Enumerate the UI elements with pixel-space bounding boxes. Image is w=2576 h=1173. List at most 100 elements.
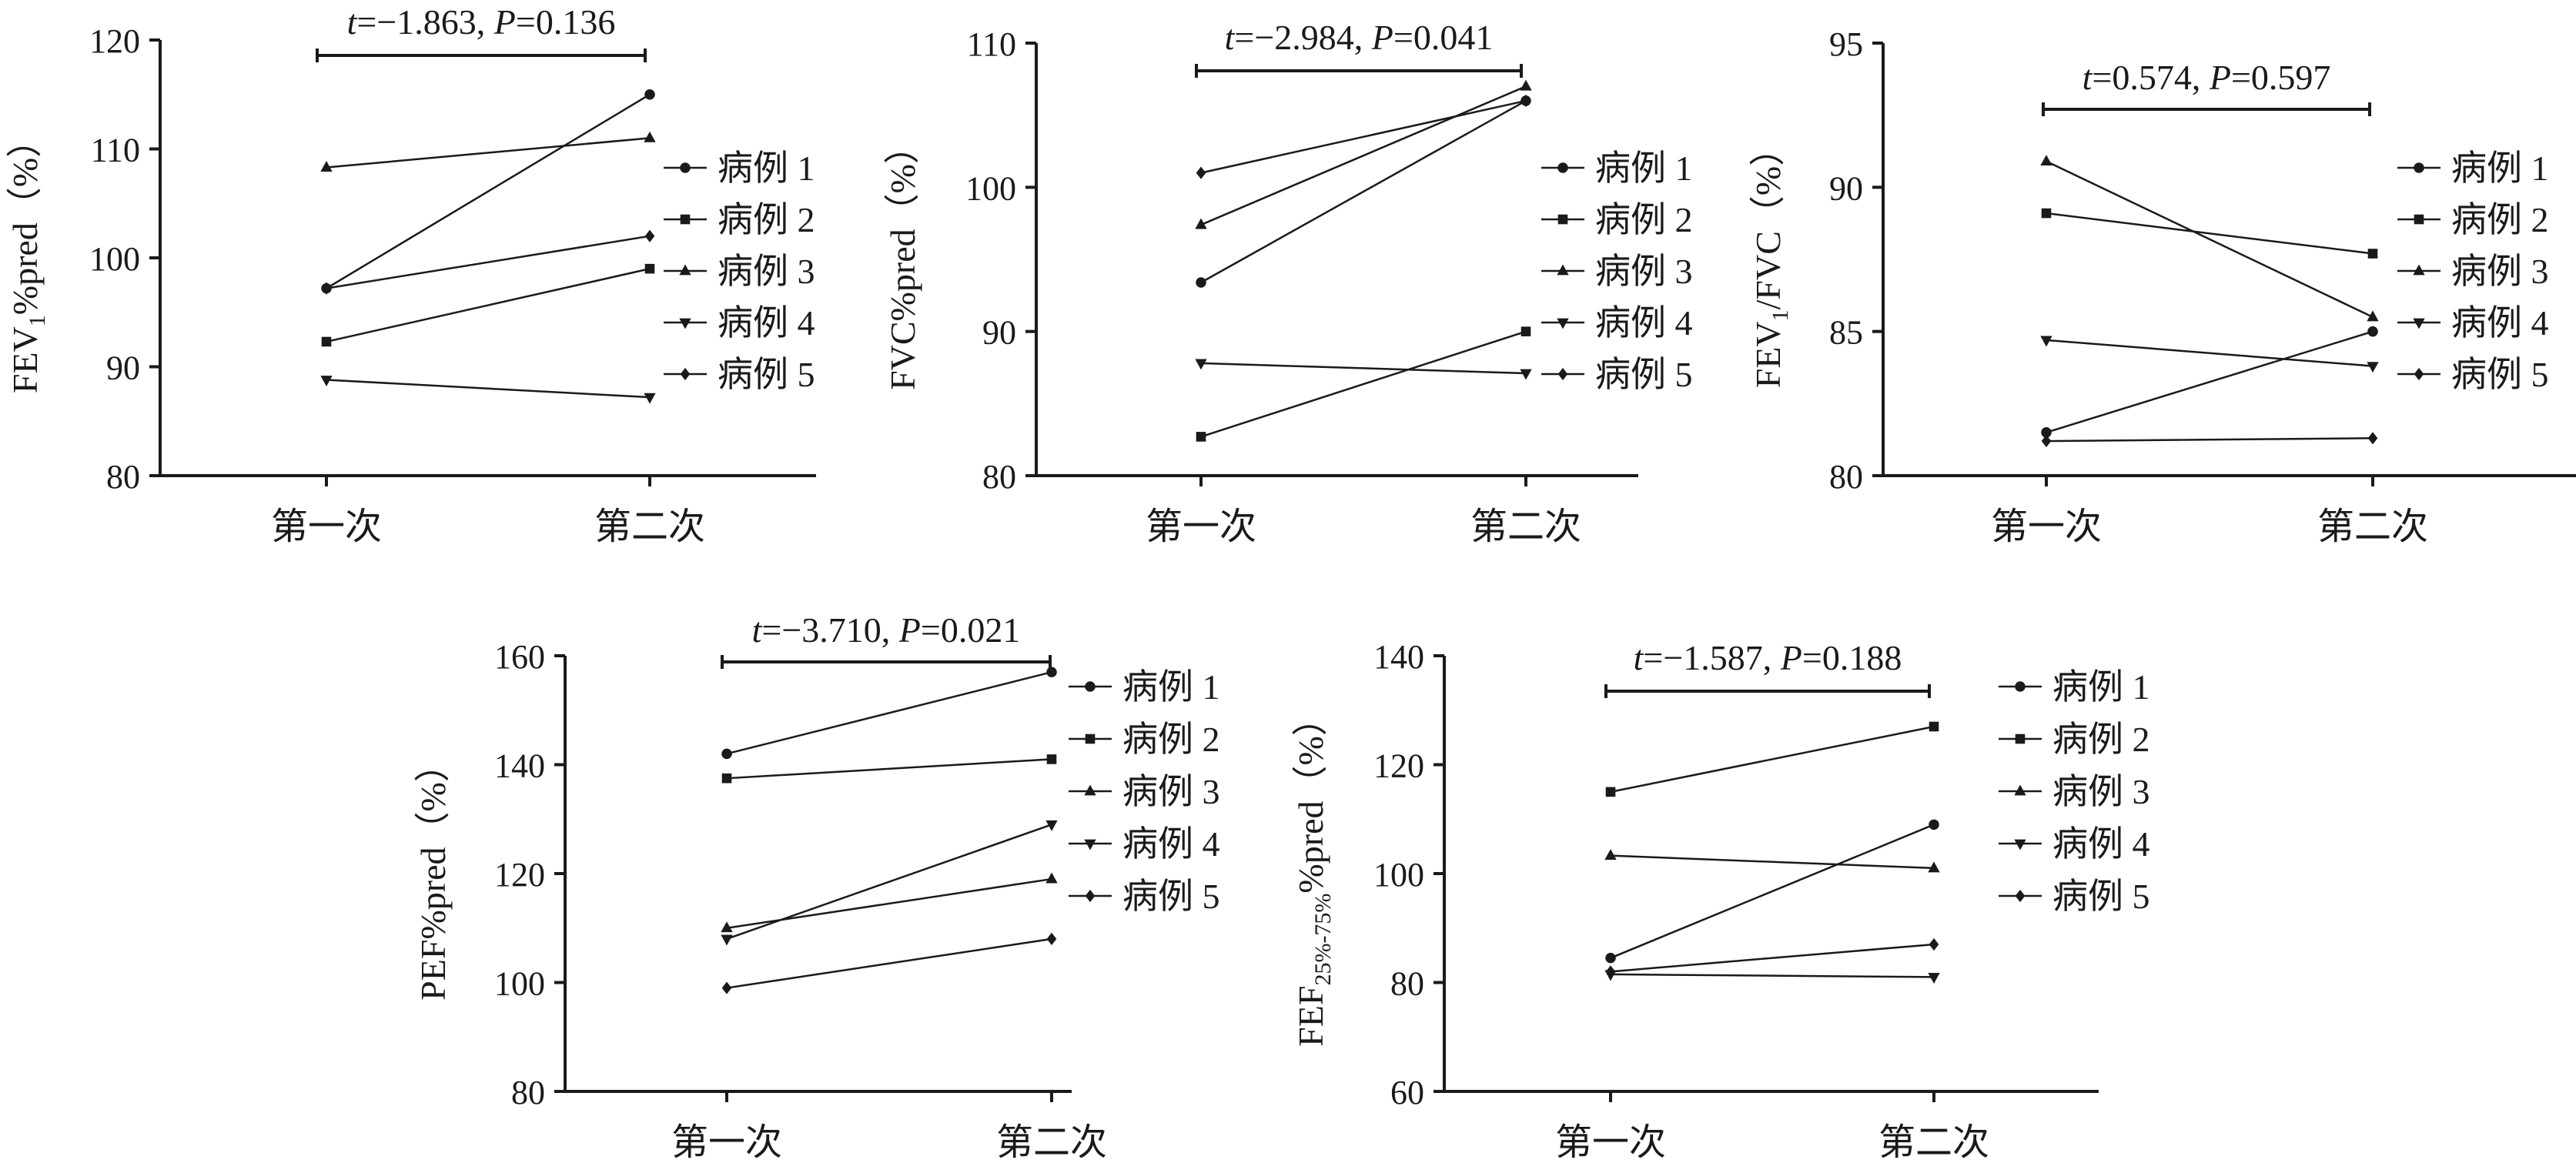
- series-2: [1605, 721, 1939, 797]
- chart-panel-4: 80 100 120 140 160 第一次 第二次 PEF%pred（%） t=−3.710,…: [413, 610, 1220, 1163]
- data-point: [1195, 218, 1207, 229]
- series-line: [726, 824, 1052, 941]
- stat-annotation: t=−1.587, P=0.188: [1634, 638, 1902, 677]
- series-line: [1610, 725, 1935, 794]
- data-point: [320, 161, 333, 172]
- y-tick-label: 100: [965, 169, 1016, 207]
- legend-marker: [2015, 734, 2026, 744]
- series-4: [320, 376, 656, 404]
- data-point: [721, 773, 732, 784]
- y-axis-title: FEV1/FVC（%）: [1748, 131, 1793, 389]
- legend-label: 病例 5: [2052, 877, 2150, 916]
- y-tick-label: 80: [106, 458, 140, 496]
- data-point: [644, 263, 655, 274]
- x-tick-label: 第二次: [594, 506, 705, 547]
- series-1: [1605, 819, 1939, 964]
- series-5: [721, 932, 1057, 994]
- legend-label: 病例 4: [2451, 303, 2549, 343]
- data-point: [1196, 277, 1206, 288]
- data-point: [1520, 369, 1532, 380]
- data-point: [721, 934, 733, 946]
- stat-p-label: P: [493, 2, 516, 42]
- legend-marker: [2014, 784, 2026, 796]
- legend-marker: [679, 318, 691, 329]
- data-point: [1928, 973, 1940, 984]
- y-axis-title-tail: %pred（%）: [1291, 700, 1330, 893]
- data-point: [1929, 721, 1939, 732]
- legend-marker: [1085, 889, 1096, 903]
- series-4: [1195, 359, 1532, 380]
- x-tick-label: 第一次: [1146, 506, 1256, 547]
- x-tick-label: 第一次: [271, 506, 382, 547]
- stat-t-label: t: [1225, 18, 1236, 57]
- series-3: [2040, 155, 2379, 322]
- series-line: [1200, 85, 1527, 226]
- x-tick-label: 第二次: [996, 1122, 1107, 1163]
- x-tick-label: 第二次: [1470, 506, 1581, 547]
- legend-marker: [1085, 734, 1096, 744]
- y-tick-label: 90: [982, 314, 1016, 352]
- data-point: [320, 376, 333, 387]
- data-point: [1929, 937, 1939, 951]
- x-tick-label: 第一次: [1991, 506, 2102, 547]
- legend-label: 病例 4: [718, 303, 815, 343]
- y-tick-label: 80: [511, 1074, 545, 1111]
- series-2: [721, 754, 1057, 784]
- stat-annotation: t=0.574, P=0.597: [2083, 58, 2331, 97]
- legend-label: 病例 1: [718, 149, 815, 188]
- data-point: [1046, 754, 1057, 764]
- legend-label: 病例 1: [2052, 667, 2150, 707]
- y-tick-label: 80: [982, 458, 1016, 496]
- y-axis-title-main: PEF%pred（%）: [413, 747, 453, 1001]
- data-point: [1605, 965, 1616, 978]
- data-point: [2041, 427, 2052, 438]
- stat-t-label: t: [2083, 58, 2093, 97]
- y-tick-label: 80: [1829, 458, 1863, 496]
- series-line: [1200, 99, 1527, 284]
- stat-p-label: P: [2209, 58, 2231, 97]
- data-point: [321, 282, 332, 295]
- legend-label: 病例 4: [2052, 824, 2150, 864]
- data-point: [2041, 208, 2052, 219]
- y-axis-title: PEF%pred（%）: [413, 747, 453, 1001]
- data-point: [1196, 166, 1206, 179]
- data-point: [1046, 932, 1057, 945]
- stat-p-label: P: [1371, 18, 1393, 57]
- data-point: [1929, 819, 1939, 830]
- data-point: [2367, 432, 2378, 445]
- series-2: [2041, 208, 2378, 259]
- y-tick-label: 60: [1390, 1074, 1424, 1111]
- series-line: [1610, 973, 1935, 978]
- legend-label: 病例 3: [2052, 772, 2150, 811]
- data-point: [321, 336, 332, 347]
- legend-marker: [1084, 784, 1096, 796]
- y-axis-title-subscript: 1: [1768, 309, 1793, 321]
- legend-label: 病例 2: [2451, 200, 2549, 239]
- y-axis-title: FEF25%-75%%pred（%）: [1291, 700, 1336, 1047]
- series-line: [326, 137, 651, 169]
- series-4: [2040, 336, 2379, 373]
- x-tick-label: 第一次: [1555, 1122, 1666, 1163]
- legend-label: 病例 4: [1122, 824, 1220, 864]
- y-tick-label: 140: [1373, 638, 1424, 676]
- y-tick-label: 120: [89, 22, 140, 60]
- legend-marker: [2414, 367, 2424, 381]
- y-tick-label: 90: [1829, 169, 1863, 207]
- series-line: [726, 758, 1052, 780]
- series-line: [726, 671, 1052, 755]
- legend-label: 病例 4: [1595, 303, 1693, 343]
- legend-marker: [1557, 318, 1569, 329]
- legend-label: 病例 3: [1122, 772, 1220, 811]
- legend-marker: [2414, 162, 2424, 173]
- stat-p-value: =0.041: [1393, 18, 1493, 57]
- data-point: [644, 131, 656, 142]
- data-point: [1521, 326, 1531, 336]
- series-2: [321, 263, 655, 347]
- y-tick-label: 100: [1373, 856, 1424, 894]
- data-point: [2040, 155, 2052, 166]
- y-axis-title-subscript: 1: [25, 315, 50, 326]
- y-tick-label: 120: [494, 856, 545, 894]
- series-line: [1610, 824, 1935, 959]
- y-tick-label: 90: [106, 349, 140, 387]
